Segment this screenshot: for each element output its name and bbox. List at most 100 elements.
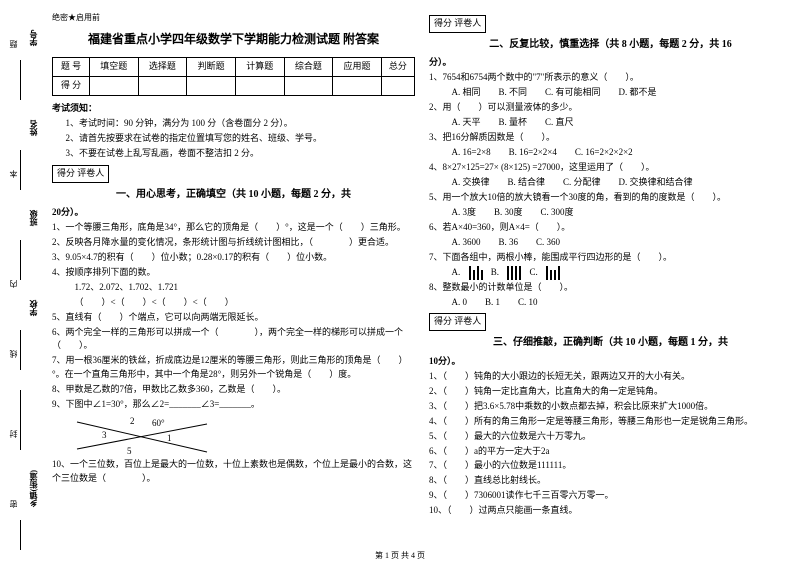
td xyxy=(235,76,284,95)
bind-line xyxy=(20,150,21,190)
q: 3、9.05×4.7的积有（ ）位小数；0.28×0.17的积有（ ）位小数。 xyxy=(52,251,415,265)
q: 3、（ ）把3.6×5.78中乘数的小数点都去掉，积会比原来扩大1000倍。 xyxy=(429,400,792,414)
th: 判断题 xyxy=(187,57,236,76)
bars-icon xyxy=(469,266,483,280)
bind-label: 学校 xyxy=(28,300,39,316)
bind-line xyxy=(20,240,21,280)
q-opt: A. 3600 B. 36 C. 360 xyxy=(429,236,792,250)
score-entry-box: 得分 评卷人 xyxy=(429,313,486,331)
th: 选择题 xyxy=(138,57,187,76)
td: 得 分 xyxy=(53,76,90,95)
q: 5、直线有（ ）个端点，它可以向两端无限延长。 xyxy=(52,311,415,325)
q: 3、把16分解质因数是（ ）。 xyxy=(429,131,792,145)
q: 1、（ ）钝角的大小跟边的长短无关，跟两边又开的大小有关。 xyxy=(429,370,792,384)
bind-line xyxy=(20,390,21,450)
q: 2、用（ ）可以测量液体的多少。 xyxy=(429,101,792,115)
section2-title: 二、反复比较，慎重选择（共 8 小题，每题 2 分，共 16 xyxy=(429,37,792,53)
notice-item: 2、请首先按要求在试卷的指定位置填写您的姓名、班级、学号。 xyxy=(52,132,415,146)
q: 8、（ ）直线总比射线长。 xyxy=(429,474,792,488)
section3-title: 三、仔细推敲，正确判断（共 10 小题，每题 1 分，共 xyxy=(429,335,792,351)
notice-heading: 考试须知： xyxy=(52,102,415,116)
td xyxy=(187,76,236,95)
bind-hint: 内 xyxy=(8,280,19,288)
q: 6、两个完全一样的三角形可以拼成一个（ ），两个完全一样的梯形可以拼成一个（ ）… xyxy=(52,326,415,354)
bind-hint: 密 xyxy=(8,500,19,508)
score-entry-box: 得分 评卷人 xyxy=(52,165,109,183)
q: 7、下面各组中，两根小棒，能围成平行四边形的是（ ）。 xyxy=(429,251,792,265)
th: 计算题 xyxy=(235,57,284,76)
q: 8、甲数是乙数的7倍，甲数比乙数多360，乙数是（ ）。 xyxy=(52,383,415,397)
q-opt: A. 16=2×8 B. 16=2×2×4 C. 16=2×2×2×2 xyxy=(429,146,792,160)
exam-title: 福建省重点小学四年级数学下学期能力检测试题 附答案 xyxy=(52,30,415,49)
q: 2、（ ）钝角一定比直角大，比直角大的角一定是钝角。 xyxy=(429,385,792,399)
q: 4、8×27×125=27× (8×125) =27000，这里运用了（ ）。 xyxy=(429,161,792,175)
th: 应用题 xyxy=(333,57,382,76)
q: 6、（ ）a的平方一定大于2a xyxy=(429,445,792,459)
svg-text:60°: 60° xyxy=(152,418,165,428)
bind-line xyxy=(20,520,21,550)
table-row: 得 分 xyxy=(53,76,415,95)
secret-label: 绝密★启用前 xyxy=(52,12,415,24)
q: 6、若A×40=360，则A×4=（ ）。 xyxy=(429,221,792,235)
bind-hint: 封 xyxy=(8,430,19,438)
notice-item: 1、考试时间：90 分钟，满分为 100 分（含卷面分 2 分）。 xyxy=(52,117,415,131)
score-entry-box: 得分 评卷人 xyxy=(429,15,486,33)
binding-margin: 学号 姓名 班级 学校 乡镇(街道) 题 本 内 线 封 密 xyxy=(0,0,50,565)
q-opt: A. 天平 B. 量杯 C. 直尺 xyxy=(429,116,792,130)
bind-label: 乡镇(街道) xyxy=(28,470,39,507)
q-sub: （ ）<（ ）<（ ）<（ ） xyxy=(52,296,415,310)
page-footer: 第 1 页 共 4 页 xyxy=(0,550,800,561)
section1-title2: 20分）。 xyxy=(52,206,415,220)
section2-title2: 分）。 xyxy=(429,56,792,70)
opt-label: C. xyxy=(530,267,538,277)
th: 总分 xyxy=(381,57,414,76)
bind-hint: 线 xyxy=(8,350,19,358)
left-column: 绝密★启用前 福建省重点小学四年级数学下学期能力检测试题 附答案 题 号 填空题… xyxy=(52,12,415,559)
th: 综合题 xyxy=(284,57,333,76)
q: 1、一个等腰三角形，底角是34°，那么它的顶角是（ ）°，这是一个（ ）三角形。 xyxy=(52,221,415,235)
opt-label: A. xyxy=(452,267,461,277)
q-opt: A. 相同 B. 不同 C. 有可能相同 D. 都不是 xyxy=(429,86,792,100)
th: 填空题 xyxy=(89,57,138,76)
angle-label: 5 xyxy=(127,446,132,456)
bind-label: 学号 xyxy=(28,30,39,46)
score-table: 题 号 填空题 选择题 判断题 计算题 综合题 应用题 总分 得 分 xyxy=(52,57,415,96)
bind-label: 姓名 xyxy=(28,120,39,136)
q-sub: 1.72、2.072、1.702、1.721 xyxy=(52,281,415,295)
q: 8、整数最小的计数单位是（ ）。 xyxy=(429,281,792,295)
bind-line xyxy=(20,60,21,100)
q-opt: A. 3度 B. 30度 C. 300度 xyxy=(429,206,792,220)
q: 5、用一个放大10倍的放大镜看一个30度的角，看到的角的度数是（ ）。 xyxy=(429,191,792,205)
q-opt: A. 交换律 B. 结合律 C. 分配律 D. 交换律和结合律 xyxy=(429,176,792,190)
bars-icon xyxy=(507,266,521,280)
q: 2、反映各月降水量的变化情况，条形统计图与折线统计图相比，（ ）更合适。 xyxy=(52,236,415,250)
q: 10、（ ）过两点只能画一条直线。 xyxy=(429,504,792,518)
opt-label: B. xyxy=(491,267,499,277)
th: 题 号 xyxy=(53,57,90,76)
angle-label: 1 xyxy=(167,433,172,443)
td xyxy=(381,76,414,95)
td xyxy=(284,76,333,95)
bind-label: 班级 xyxy=(28,210,39,226)
q: 10、一个三位数，百位上是最大的一位数，十位上素数也是偶数，个位上是最小的合数，… xyxy=(52,458,415,486)
q: 9、（ ）7306001读作七千三百零六万零一。 xyxy=(429,489,792,503)
q: 7、用一根36厘米的铁丝，折成底边是12厘米的等腰三角形，则此三角形的顶角是（ … xyxy=(52,354,415,382)
bars-icon xyxy=(546,266,560,280)
q: 7、（ ）最小的六位数是111111。 xyxy=(429,459,792,473)
q: 4、按顺序排列下面的数。 xyxy=(52,266,415,280)
table-row: 题 号 填空题 选择题 判断题 计算题 综合题 应用题 总分 xyxy=(53,57,415,76)
q: 4、（ ）所有的角三角形一定是等腰三角形，等腰三角形也一定是锐角三角形。 xyxy=(429,415,792,429)
td xyxy=(138,76,187,95)
q: 5、（ ）最大的六位数是六十万零九。 xyxy=(429,430,792,444)
section3-title2: 10分）。 xyxy=(429,355,792,369)
q: 9、下图中∠1=30°，那么∠2=_______∠3=_______。 xyxy=(52,398,415,412)
td xyxy=(333,76,382,95)
angle-label: 2 xyxy=(130,416,135,426)
angle-diagram: 2 3 1 5 60° xyxy=(72,414,212,456)
right-column: 得分 评卷人 二、反复比较，慎重选择（共 8 小题，每题 2 分，共 16 分）… xyxy=(429,12,792,559)
td xyxy=(89,76,138,95)
q-opt: A. 0 B. 1 C. 10 xyxy=(429,296,792,310)
bars-options: A. B. C. xyxy=(429,266,792,280)
bind-hint: 本 xyxy=(8,170,19,178)
angle-label: 3 xyxy=(102,430,107,440)
